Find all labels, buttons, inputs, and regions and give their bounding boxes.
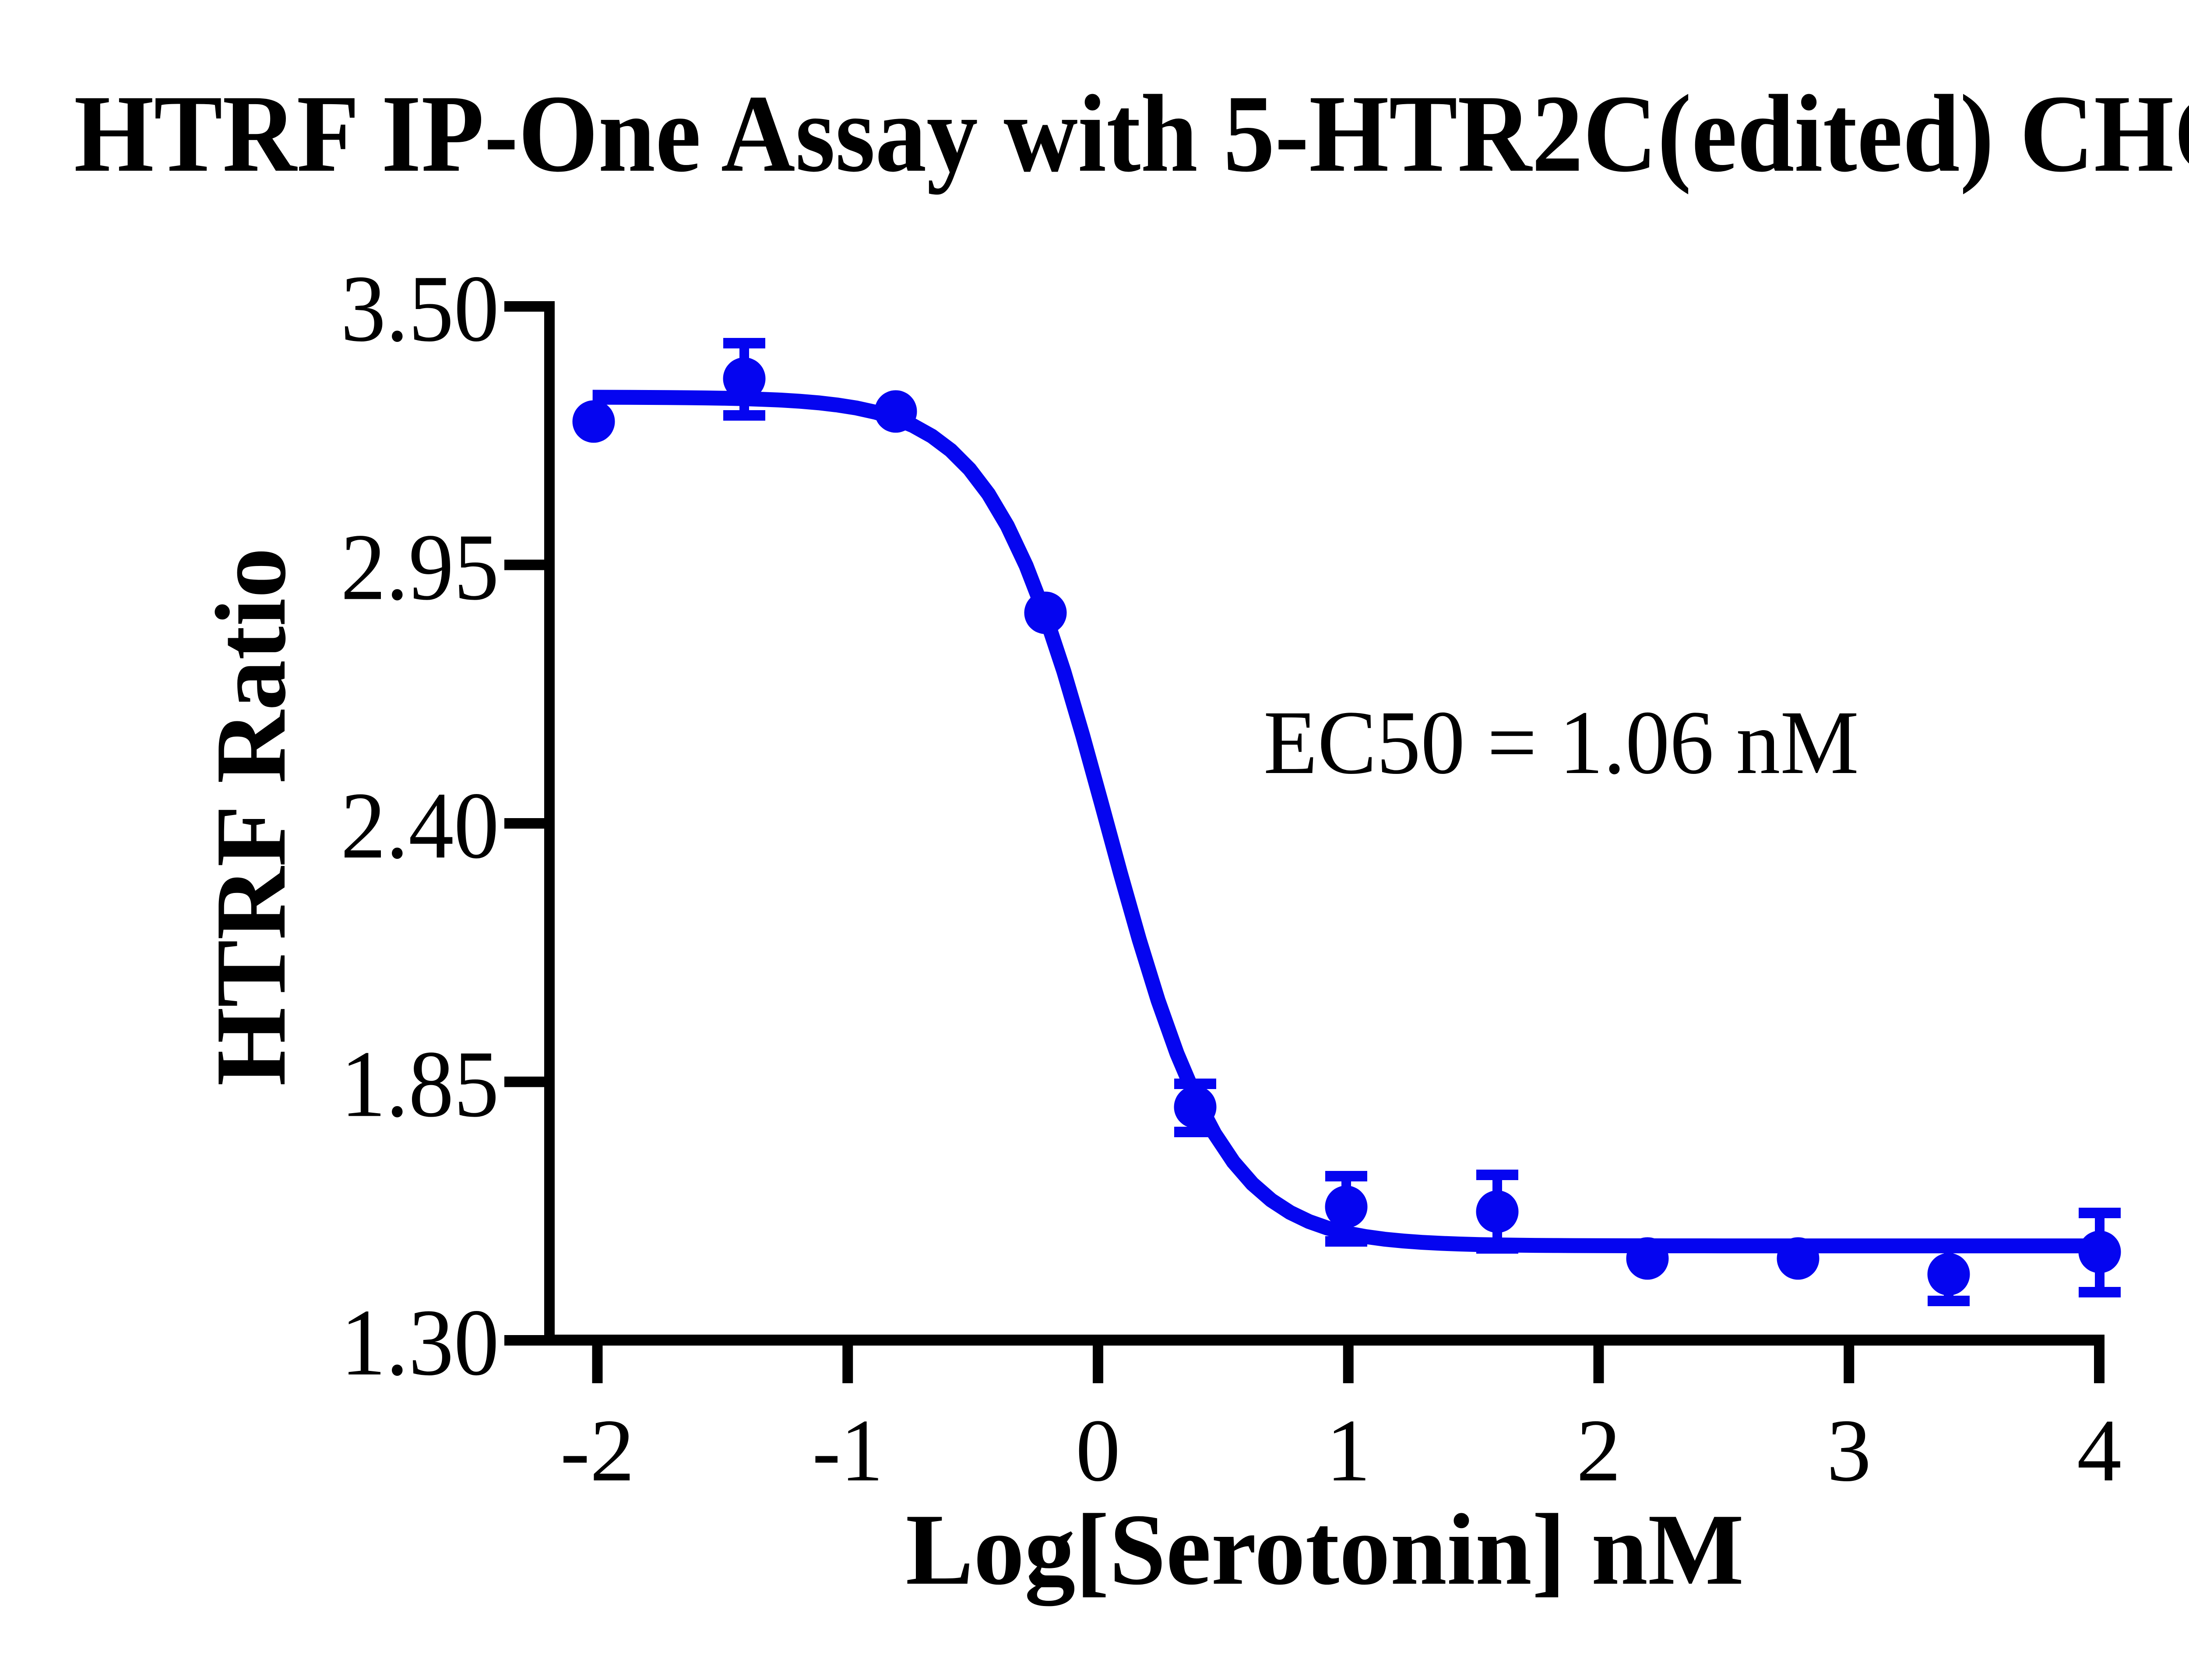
svg-text:2.40: 2.40: [341, 773, 499, 879]
svg-text:3.50: 3.50: [341, 256, 499, 362]
svg-text:EC50 = 1.06 nM: EC50 = 1.06 nM: [1263, 692, 1859, 793]
svg-text:HTRF Ratio: HTRF Ratio: [195, 548, 306, 1086]
svg-text:1: 1: [1326, 1401, 1371, 1500]
svg-text:2.95: 2.95: [341, 515, 499, 620]
svg-text:Log[Serotonin] nM: Log[Serotonin] nM: [906, 1493, 1744, 1606]
svg-text:1.85: 1.85: [341, 1032, 499, 1137]
svg-text:1.30: 1.30: [341, 1290, 499, 1395]
svg-text:HTRF IP-One Assay with 5-HTR2C: HTRF IP-One Assay with 5-HTR2C(edited) C…: [74, 72, 2189, 195]
svg-text:-1: -1: [812, 1401, 883, 1500]
svg-text:0: 0: [1076, 1401, 1120, 1500]
svg-text:-2: -2: [560, 1401, 635, 1500]
svg-text:4: 4: [2077, 1401, 2122, 1500]
svg-text:3: 3: [1827, 1401, 1871, 1500]
svg-text:2: 2: [1577, 1401, 1621, 1500]
